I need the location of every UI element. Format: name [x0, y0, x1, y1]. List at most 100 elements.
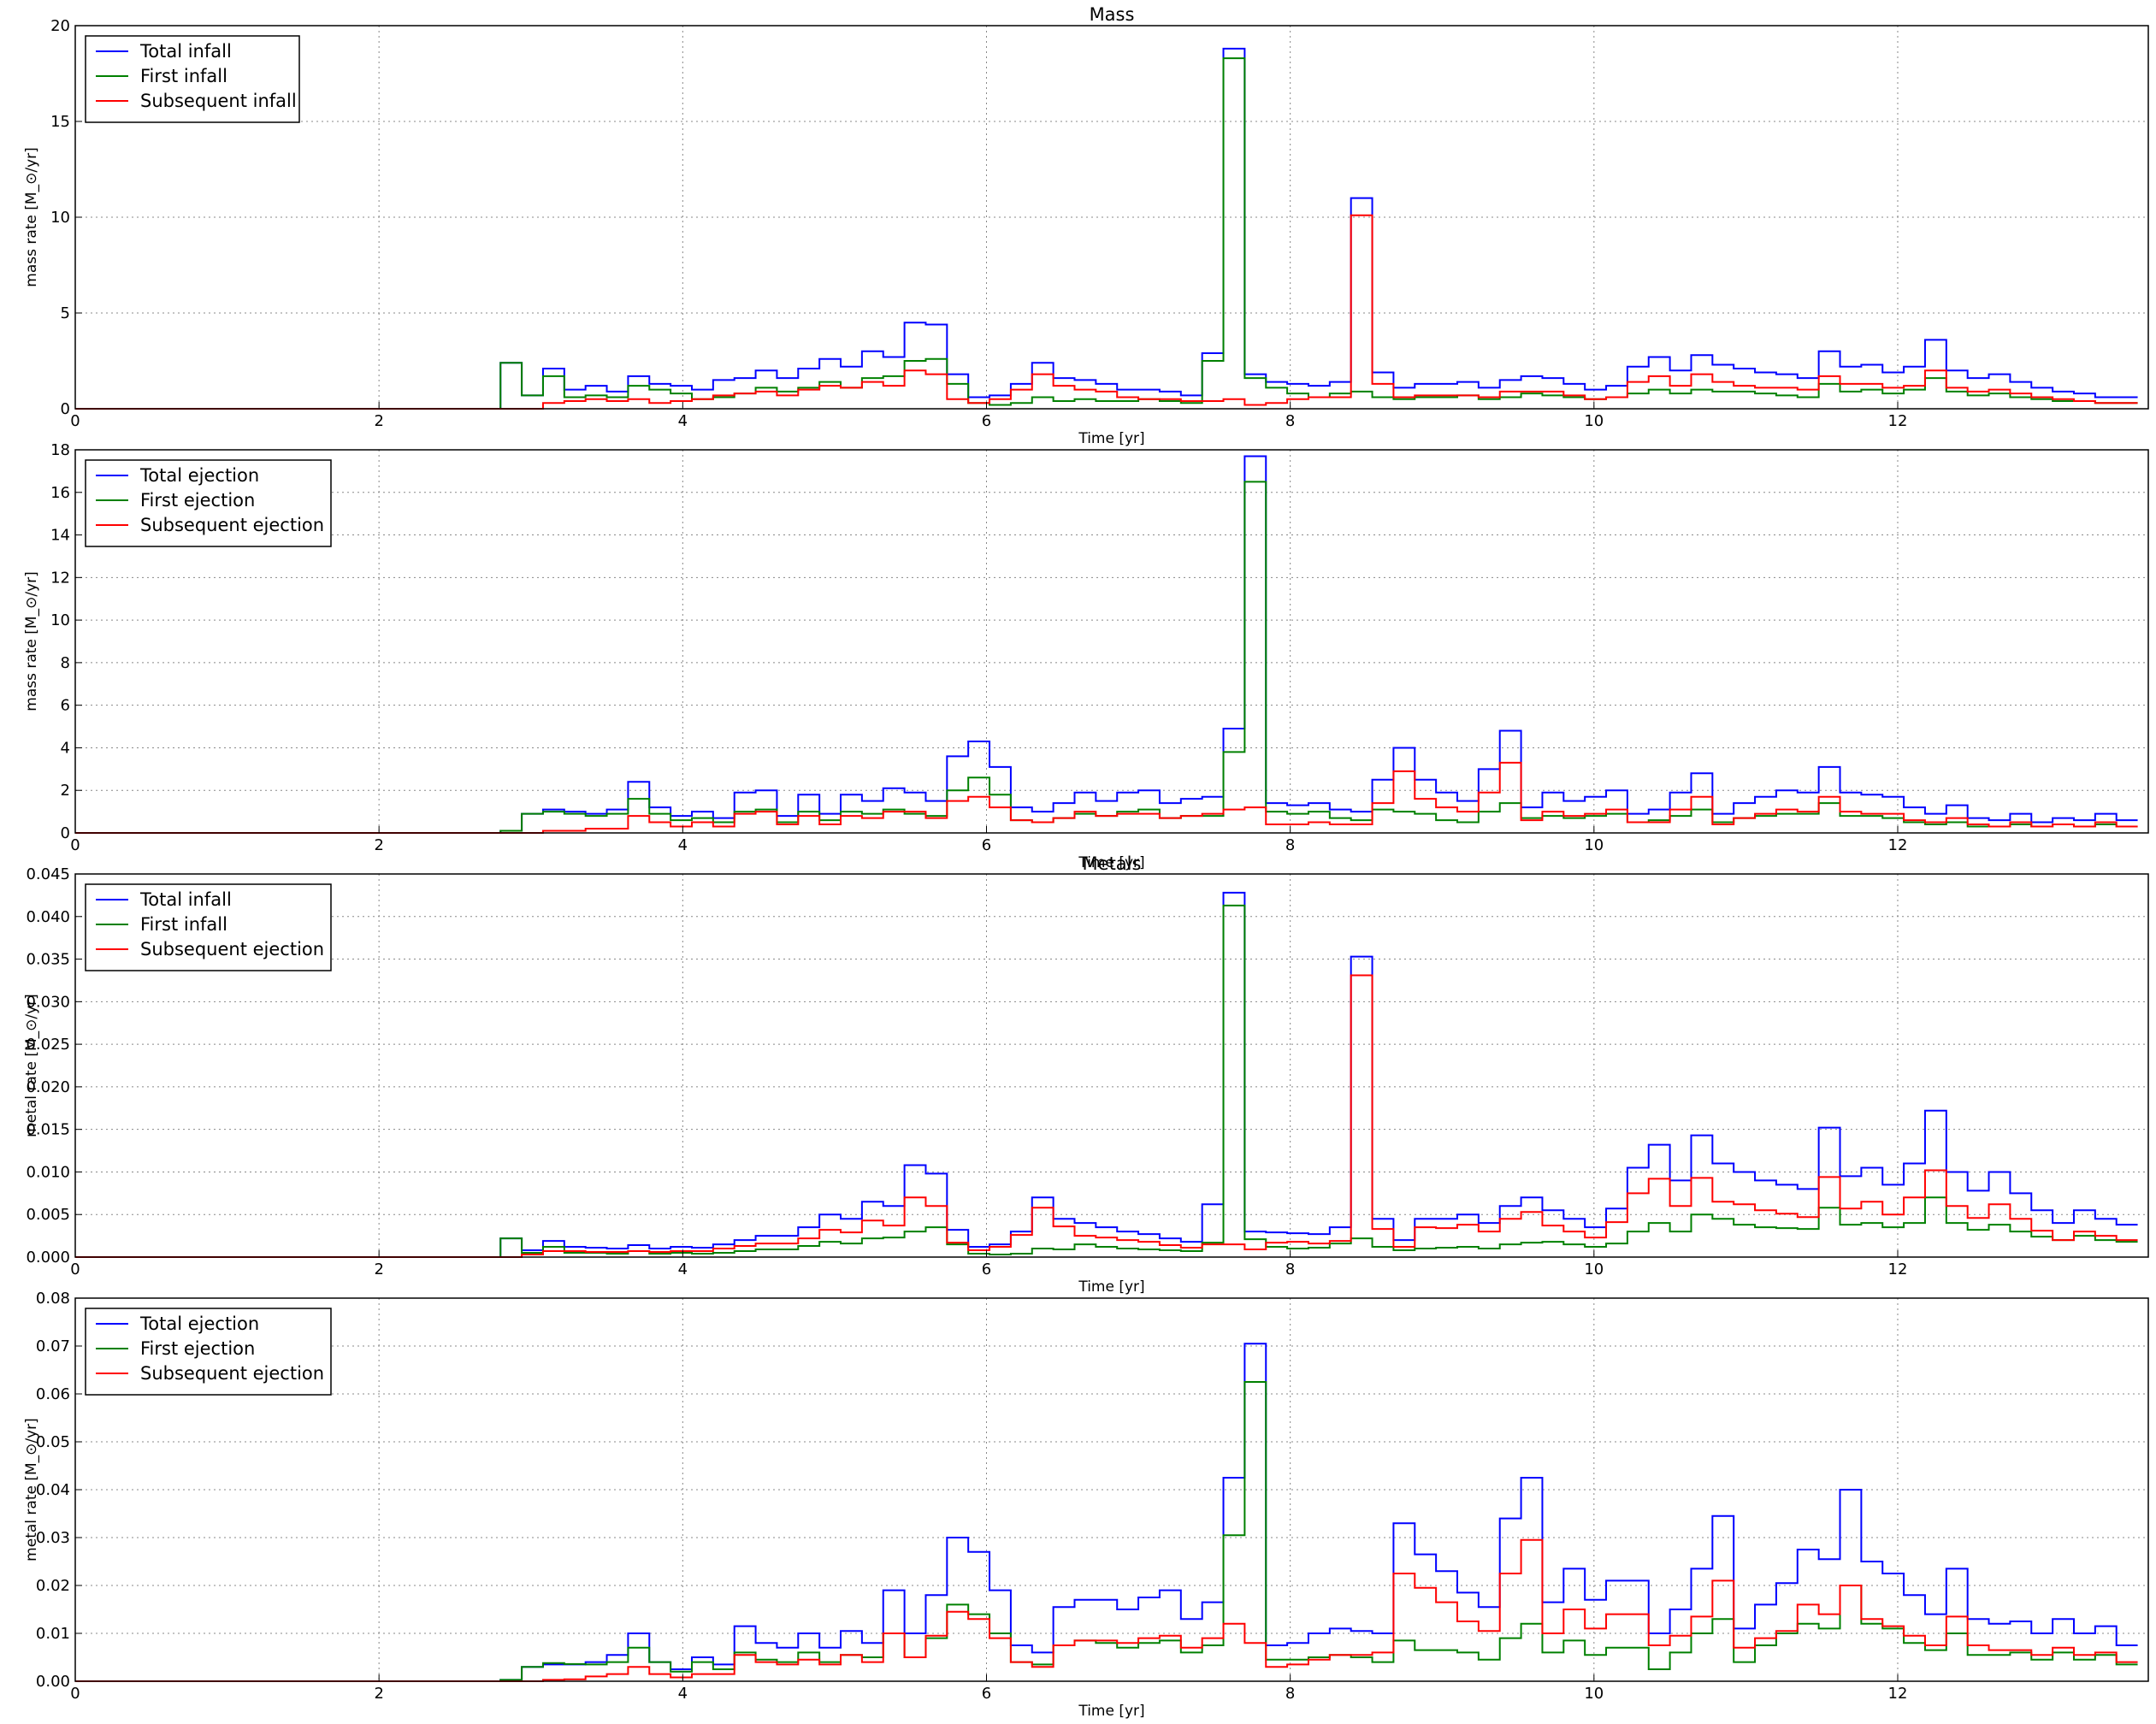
legend-box: [85, 1308, 332, 1396]
y-tick-label: 2: [61, 782, 70, 800]
y-tick-label: 4: [61, 739, 70, 757]
x-tick-label: 10: [1584, 1261, 1604, 1278]
x-tick-label: 8: [1285, 836, 1295, 854]
y-tick-label: 0.045: [26, 865, 70, 883]
x-axis-label: Time [yr]: [1078, 854, 1144, 871]
series-line-3: [75, 761, 2138, 834]
chart-panel-2: 0 2 4 6 8 10 12 0 2 4 6 8 10 12 14 16 18 Time [yr] mass ra…: [23, 441, 2149, 871]
y-tick-label: 18: [50, 441, 70, 459]
x-tick-label: 2: [374, 1685, 383, 1703]
y-axis-label: mass rate [M_⊙/yr]: [23, 147, 40, 286]
x-tick-label: 4: [678, 412, 688, 430]
y-tick-label: 0.05: [36, 1433, 70, 1451]
legend-box: [85, 459, 332, 547]
x-tick-label: 10: [1584, 412, 1604, 430]
y-axis-label: mass rate [M_⊙/yr]: [23, 571, 40, 711]
series-line-2: [75, 1381, 2138, 1682]
x-tick-label: 0: [70, 1685, 80, 1703]
y-tick-label: 0.015: [26, 1121, 70, 1139]
x-tick-label: 6: [982, 1261, 991, 1278]
y-tick-label: 15: [50, 113, 70, 131]
legend-box: [85, 35, 300, 123]
x-tick-label: 8: [1285, 412, 1295, 430]
x-tick-label: 4: [678, 1261, 688, 1278]
legend: Total ejection First ejection Subsequent e…: [85, 459, 332, 547]
x-axis-label: Time [yr]: [1078, 430, 1144, 447]
figure-title-metals: Metals: [1083, 853, 1142, 874]
x-tick-label: 6: [982, 1685, 991, 1703]
series-line-2: [75, 904, 2138, 1258]
x-tick-label: 6: [982, 836, 991, 854]
y-tick-label: 0: [61, 824, 70, 842]
y-tick-label: 0.02: [36, 1577, 70, 1595]
legend-label: First ejection: [140, 1338, 255, 1359]
y-tick-label: 0.005: [26, 1206, 70, 1224]
x-tick-label: 4: [678, 836, 688, 854]
y-axis-label: metal rate [M_⊙/yr]: [23, 1418, 40, 1562]
chart-panel-3: 0 2 4 6 8 10 12 0.000 0.005 0.010 0.015 0.020 0.025 0…: [23, 865, 2149, 1296]
chart-panel-1: 0 2 4 6 8 10 12 0 5 10 15 20 Time [yr] mass rate [M_⊙…: [23, 17, 2149, 447]
legend-label: Subsequent ejection: [140, 1363, 324, 1384]
x-tick-label: 8: [1285, 1261, 1295, 1278]
y-tick-label: 0.020: [26, 1078, 70, 1096]
x-tick-label: 12: [1888, 1685, 1908, 1703]
x-tick-label: 12: [1888, 1261, 1908, 1278]
legend-label: Total ejection: [139, 465, 259, 486]
x-tick-label: 12: [1888, 412, 1908, 430]
legend-label: First infall: [140, 66, 227, 86]
x-tick-label: 2: [374, 836, 383, 854]
series-line-3: [75, 214, 2138, 410]
y-tick-label: 5: [61, 304, 70, 322]
y-tick-label: 8: [61, 654, 70, 672]
y-axis-label: metal rate [M_⊙/yr]: [23, 994, 40, 1137]
series-line-1: [75, 47, 2138, 410]
y-tick-label: 0.04: [36, 1481, 70, 1499]
y-tick-label: 0.025: [26, 1036, 70, 1054]
y-tick-label: 0.00: [36, 1673, 70, 1691]
x-axis-label: Time [yr]: [1078, 1703, 1144, 1720]
x-tick-label: 10: [1584, 836, 1604, 854]
y-tick-label: 0.01: [36, 1625, 70, 1643]
series-line-3: [75, 1538, 2138, 1682]
x-tick-label: 6: [982, 412, 991, 430]
legend: Total infall First infall Subsequent infal…: [85, 35, 300, 123]
legend-label: Subsequent ejection: [140, 515, 324, 535]
y-tick-label: 12: [50, 569, 70, 587]
series-line-2: [75, 481, 2138, 834]
legend-label: First ejection: [140, 490, 255, 511]
y-tick-label: 10: [50, 209, 70, 227]
x-tick-label: 10: [1584, 1685, 1604, 1703]
y-tick-label: 0.010: [26, 1163, 70, 1181]
series-line-3: [75, 974, 2138, 1258]
series-line-1: [75, 891, 2138, 1258]
y-tick-label: 14: [50, 527, 70, 545]
legend-label: Subsequent ejection: [140, 939, 324, 959]
y-tick-label: 0.03: [36, 1529, 70, 1547]
legend-label: Total infall: [139, 41, 232, 62]
y-tick-label: 0.040: [26, 908, 70, 926]
x-tick-label: 4: [678, 1685, 688, 1703]
y-tick-label: 6: [61, 697, 70, 715]
y-tick-label: 0.000: [26, 1249, 70, 1266]
y-tick-label: 10: [50, 611, 70, 629]
x-tick-label: 12: [1888, 836, 1908, 854]
axes-frame: [74, 449, 2149, 834]
figure-title-mass: Mass: [1090, 4, 1135, 25]
y-tick-label: 0.07: [36, 1337, 70, 1355]
x-tick-label: 2: [374, 1261, 383, 1278]
x-axis-label: Time [yr]: [1078, 1278, 1144, 1296]
x-tick-label: 2: [374, 412, 383, 430]
x-tick-label: 8: [1285, 1685, 1295, 1703]
legend-label: Total infall: [139, 889, 232, 910]
legend-label: Subsequent infall: [140, 91, 297, 111]
axes-frame: [74, 873, 2149, 1258]
series-line-1: [75, 1343, 2138, 1682]
legend-label: Total ejection: [139, 1314, 259, 1334]
y-tick-label: 0: [61, 400, 70, 418]
series-line-2: [75, 57, 2138, 410]
x-tick-label: 0: [70, 412, 80, 430]
y-tick-label: 0.030: [26, 993, 70, 1011]
y-tick-label: 0.08: [36, 1290, 70, 1308]
x-tick-label: 0: [70, 1261, 80, 1278]
